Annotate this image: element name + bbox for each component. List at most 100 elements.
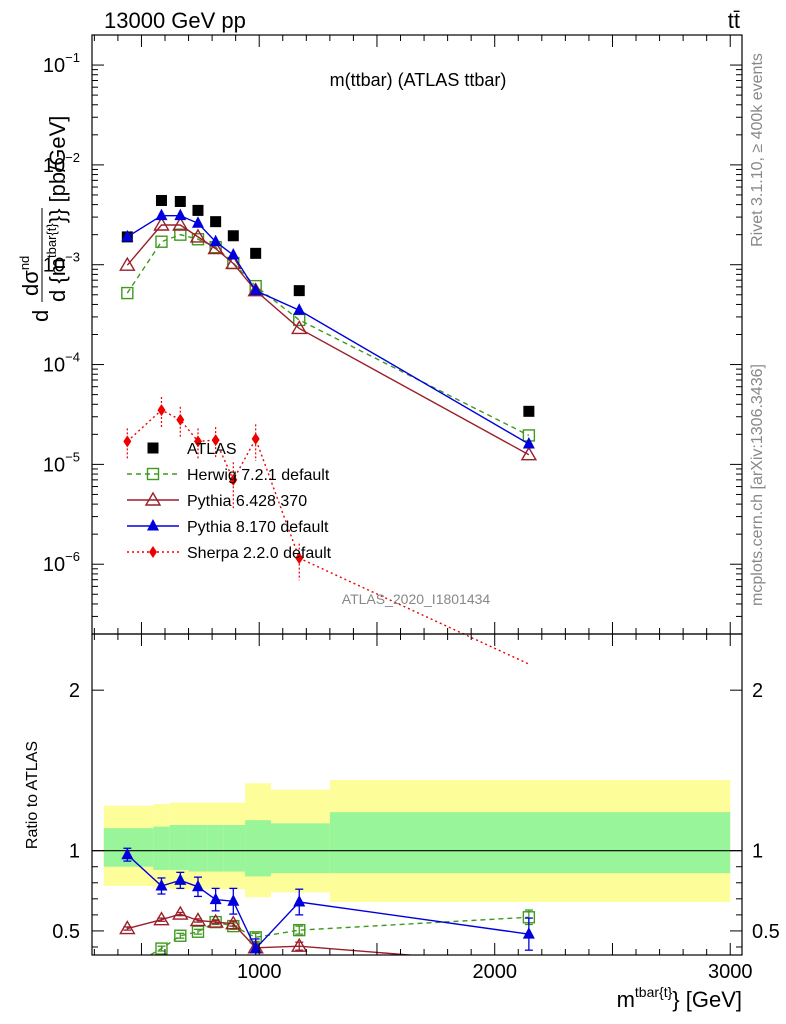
legend-marker-atlas — [147, 442, 159, 454]
y-tick-exponent: −3 — [65, 250, 80, 265]
point-sherpa — [251, 432, 260, 445]
legend-label-pythia6: Pythia 6.428 370 — [187, 493, 307, 510]
y-tick-exponent: −2 — [65, 150, 80, 165]
ratio-plot: 2 2 1 1 0.5 0.5 1000 2000 3000 Ratio to ATLAS — [24, 633, 780, 983]
point-herwig — [155, 235, 168, 248]
y-axis-label: d dσnd d {mtbar{t}}} [pb/GeV] — [17, 116, 70, 322]
ylabel-denominator-sup: tbar{t} — [44, 223, 59, 258]
y-tick-label: 10−5 — [43, 449, 80, 476]
band-inner — [223, 824, 246, 872]
ratio-point-pythia8 — [293, 895, 306, 907]
point-pythia6 — [291, 320, 308, 335]
ratio-point-pythia6 — [225, 915, 242, 930]
ylabel-units: }} [pb/GeV] — [45, 116, 70, 224]
point-atlas — [192, 204, 204, 216]
series-pythia6 — [119, 216, 538, 461]
band-inner — [245, 820, 271, 877]
point-pythia8 — [522, 437, 535, 449]
ratio-tick-label-right: 2 — [752, 680, 763, 702]
ratio-point-herwig — [191, 925, 205, 938]
ratio-point-pythia8 — [174, 873, 187, 885]
xlabel-sup: tbar{t} — [635, 984, 673, 1000]
ratio-point-herwig — [155, 942, 168, 955]
y-tick-exponent: −5 — [65, 449, 80, 464]
legend-item-pythia6: Pythia 6.428 370 — [127, 491, 307, 510]
point-pythia8 — [249, 283, 262, 296]
y-tick-mantissa: 10 — [43, 355, 65, 377]
ratio-series-herwig — [148, 909, 536, 955]
legend-marker-pythia8 — [147, 519, 159, 531]
point-pythia6 — [247, 282, 264, 297]
ratio-line-pythia6 — [127, 913, 418, 955]
point-herwig — [174, 228, 187, 241]
legend-marker-pythia6 — [144, 491, 162, 506]
point-sherpa — [193, 435, 202, 448]
point-pythia6 — [207, 240, 224, 255]
series-atlas — [121, 194, 535, 417]
point-pythia6 — [153, 216, 170, 231]
y-tick-exponent: −4 — [65, 350, 80, 365]
ratio-point-pythia8 — [227, 894, 240, 906]
ratio-point-pythia6 — [172, 905, 189, 920]
point-sherpa — [295, 552, 304, 565]
legend-item-atlas: ATLAS — [147, 441, 237, 458]
point-atlas — [293, 285, 305, 297]
y-tick-mantissa: 10 — [43, 454, 65, 476]
ratio-point-herwig — [293, 923, 306, 937]
point-pythia6 — [189, 228, 207, 243]
point-pythia6 — [520, 446, 538, 461]
ratio-point-herwig — [174, 929, 187, 942]
legend-label-atlas: ATLAS — [187, 441, 237, 458]
ratio-point-pythia6 — [153, 911, 170, 926]
point-herwig — [121, 286, 134, 300]
y-tick-label: 10−2 — [43, 150, 80, 177]
legend-item-herwig: Herwig 7.2.1 default — [127, 467, 330, 484]
legend-label-sherpa: Sherpa 2.2.0 default — [187, 545, 332, 562]
ylabel-denominator: d {m — [45, 258, 70, 302]
point-pythia8 — [191, 216, 204, 228]
ratio-series-layer — [119, 847, 536, 955]
y-tick-mantissa: 10 — [43, 155, 65, 177]
ylabel-dsigma: dσ — [18, 270, 43, 296]
band-inner — [188, 824, 208, 872]
mcplots-label: mcplots.cern.ch [arXiv:1306.3436] — [749, 364, 766, 606]
ratio-point-pythia6 — [291, 937, 308, 952]
ratio-series-group — [119, 847, 536, 955]
ratio-point-pythia8 — [522, 927, 535, 939]
svg-text:d {mtbar{t}}} [pb/GeV]: d {mtbar{t}}} [pb/GeV] — [44, 116, 70, 302]
legend-label-herwig: Herwig 7.2.1 default — [187, 467, 330, 484]
band-inner — [207, 824, 224, 872]
point-atlas — [250, 247, 262, 259]
ratio-point-pythia8 — [191, 879, 204, 892]
ratio-tick-label-left: 1 — [69, 841, 80, 863]
ratio-point-pythia8 — [155, 878, 168, 891]
point-sherpa — [123, 435, 132, 448]
y-tick-mantissa: 10 — [43, 255, 65, 277]
main-plot: 10−110−210−310−410−510−6 m(ttbar) (ATLAS… — [17, 34, 743, 665]
point-pythia8 — [174, 208, 187, 221]
band-inner — [329, 812, 731, 874]
ylabel-d: d — [28, 310, 53, 322]
analysis-id: ATLAS_2020_I1801434 — [342, 591, 491, 607]
band-inner — [103, 828, 154, 867]
legend-item-pythia8: Pythia 8.170 default — [127, 519, 329, 536]
y-tick-label: 10−6 — [43, 549, 80, 576]
point-atlas — [174, 195, 186, 207]
point-atlas — [227, 230, 239, 242]
rivet-label: Rivet 3.1.10, ≥ 400k events — [749, 53, 766, 247]
series-pythia8 — [121, 208, 535, 449]
ratio-line-herwig — [148, 916, 529, 955]
ratio-point-pythia8 — [249, 941, 262, 954]
y-tick-exponent: −6 — [65, 549, 80, 564]
x-axis-label: mtbar{t}} [GeV] — [617, 984, 742, 1012]
ratio-point-pythia6 — [189, 912, 207, 927]
x-tick-label: 3000 — [708, 961, 753, 983]
legend-marker-sherpa — [149, 546, 157, 558]
ratio-point-pythia8 — [209, 892, 222, 905]
point-pythia6 — [225, 255, 242, 270]
point-pythia6 — [119, 256, 136, 271]
ratio-point-pythia8 — [121, 847, 134, 860]
y-tick-label: 10−3 — [43, 250, 80, 277]
ratio-ticks: 2 2 1 1 0.5 0.5 1000 2000 3000 — [52, 634, 780, 983]
point-pythia8 — [227, 248, 240, 260]
